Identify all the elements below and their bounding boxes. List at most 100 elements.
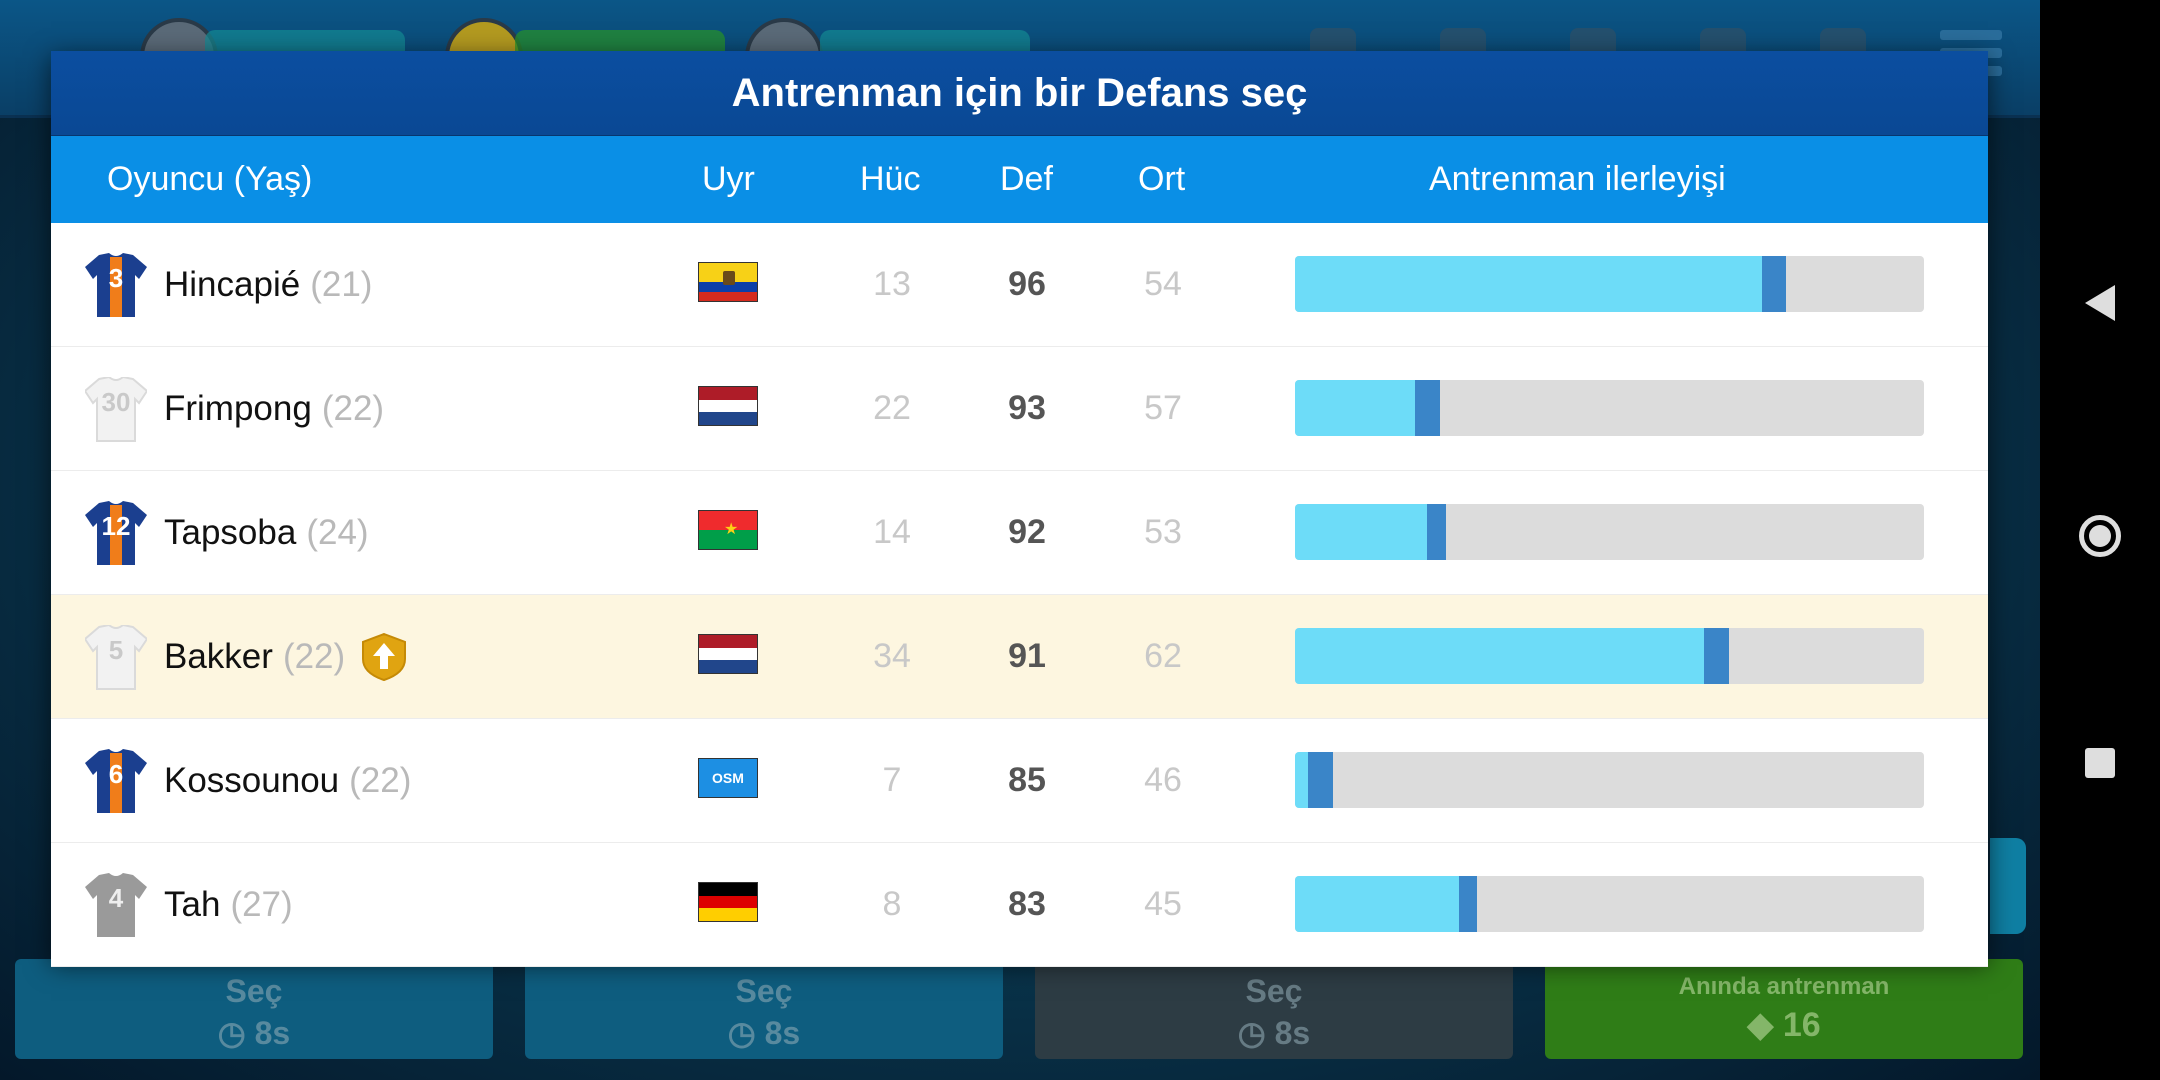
player-name-age: Kossounou (22) bbox=[164, 719, 411, 842]
jersey-number: 6 bbox=[108, 759, 124, 789]
player-name-age: Frimpong (22) bbox=[164, 347, 384, 470]
jersey-number: 4 bbox=[108, 883, 124, 913]
instant-training-button[interactable]: Anında antrenman ◆ 16 bbox=[1545, 959, 2023, 1059]
training-slots: Seç ◷ 8s Seç ◷ 8s Seç ◷ 8s Anında antren… bbox=[0, 955, 2040, 1080]
column-header-nationality: Uyr bbox=[702, 160, 755, 198]
player-name: Bakker bbox=[164, 637, 273, 676]
defense-value: 93 bbox=[1008, 389, 1046, 427]
jersey-number: 3 bbox=[108, 263, 124, 293]
column-header-attack: Hüc bbox=[860, 160, 921, 198]
overall-value: 46 bbox=[1144, 761, 1182, 799]
slot-label: Seç bbox=[735, 973, 793, 1009]
jersey-number: 12 bbox=[101, 511, 131, 541]
defense-value: 91 bbox=[1008, 637, 1046, 675]
training-progress-bar bbox=[1295, 504, 1924, 560]
nationality-flag-icon bbox=[698, 634, 758, 674]
slot-cost: ◷ 8s bbox=[1237, 1015, 1311, 1051]
slot-cost: ◷ 8s bbox=[217, 1015, 291, 1051]
player-name: Tapsoba bbox=[164, 513, 297, 552]
attack-value: 34 bbox=[873, 637, 911, 675]
player-age: (22) bbox=[282, 637, 346, 676]
attack-value: 7 bbox=[882, 761, 902, 799]
training-progress-bar bbox=[1295, 752, 1924, 808]
training-progress-bar bbox=[1295, 628, 1924, 684]
defense-value: 83 bbox=[1008, 885, 1046, 923]
player-age: (21) bbox=[310, 265, 373, 304]
player-name: Hincapié bbox=[164, 265, 301, 304]
training-slot[interactable]: Seç ◷ 8s bbox=[15, 959, 493, 1059]
attack-value: 13 bbox=[873, 265, 911, 303]
recents-icon[interactable] bbox=[2040, 748, 2160, 783]
player-age: (27) bbox=[230, 885, 293, 924]
overall-value: 62 bbox=[1144, 637, 1182, 675]
training-progress-bar bbox=[1295, 380, 1924, 436]
progress-fill bbox=[1295, 256, 1762, 312]
defense-value: 96 bbox=[1008, 265, 1046, 303]
select-defender-dialog: Antrenman için bir Defans seç Oyuncu (Ya… bbox=[51, 51, 1988, 967]
player-name-age: Tah (27) bbox=[164, 843, 293, 966]
player-row[interactable]: 3 Hincapié (21) 13 96 54 bbox=[51, 223, 1988, 347]
jersey-number: 30 bbox=[101, 387, 131, 417]
defense-value: 85 bbox=[1008, 761, 1046, 799]
training-progress-bar bbox=[1295, 876, 1924, 932]
progress-marker bbox=[1703, 628, 1729, 684]
overall-value: 53 bbox=[1144, 513, 1182, 551]
training-progress-bar bbox=[1295, 256, 1924, 312]
home-icon[interactable] bbox=[2040, 515, 2160, 562]
arrow-up-badge-icon bbox=[361, 632, 407, 682]
training-slot[interactable]: Seç ◷ 8s bbox=[525, 959, 1003, 1059]
jersey-icon: 5 bbox=[85, 625, 147, 691]
player-row[interactable]: 12 Tapsoba (24) ★ 14 92 53 bbox=[51, 471, 1988, 595]
training-slot[interactable]: Seç ◷ 8s bbox=[1035, 959, 1513, 1059]
side-card bbox=[1990, 838, 2026, 934]
player-age: (24) bbox=[306, 513, 369, 552]
player-row[interactable]: 6 Kossounou (22) OSM 7 85 46 bbox=[51, 719, 1988, 843]
jersey-icon: 4 bbox=[85, 873, 147, 939]
column-header-progress: Antrenman ilerleyişi bbox=[1429, 160, 1726, 198]
player-row[interactable]: 30 Frimpong (22) 22 93 57 bbox=[51, 347, 1988, 471]
jersey-icon: 6 bbox=[85, 749, 147, 815]
player-name: Kossounou bbox=[164, 761, 340, 800]
defense-value: 92 bbox=[1008, 513, 1046, 551]
nationality-flag-icon: OSM bbox=[698, 758, 758, 798]
progress-marker bbox=[1761, 256, 1786, 312]
slot-label: Anında antrenman bbox=[1678, 973, 1890, 1000]
nationality-flag-icon: ★ bbox=[698, 510, 758, 550]
slot-label: Seç bbox=[225, 973, 283, 1009]
android-nav-bar bbox=[2040, 0, 2160, 1080]
progress-fill bbox=[1295, 504, 1428, 560]
dialog-title: Antrenman için bir Defans seç bbox=[51, 51, 1988, 136]
slot-cost: ◷ 8s bbox=[727, 1015, 801, 1051]
player-name-age: Tapsoba (24) bbox=[164, 471, 369, 594]
overall-value: 54 bbox=[1144, 265, 1182, 303]
jersey-number: 5 bbox=[108, 635, 124, 665]
back-icon[interactable] bbox=[2040, 285, 2160, 326]
jersey-icon: 12 bbox=[85, 501, 147, 567]
player-age: (22) bbox=[349, 761, 412, 800]
player-name: Tah bbox=[164, 885, 221, 924]
attack-value: 22 bbox=[873, 389, 911, 427]
column-header-overall: Ort bbox=[1138, 160, 1186, 198]
progress-fill bbox=[1295, 380, 1415, 436]
player-name: Frimpong bbox=[164, 389, 312, 428]
player-list: 3 Hincapié (21) 13 96 54 30 Frimpong (22) … bbox=[51, 223, 1988, 967]
attack-value: 14 bbox=[873, 513, 911, 551]
jersey-icon: 3 bbox=[85, 253, 147, 319]
slot-cost: ◆ 16 bbox=[1747, 1006, 1821, 1044]
nationality-flag-icon bbox=[698, 882, 758, 922]
slot-label: Seç bbox=[1245, 973, 1303, 1009]
osm-flag-icon: OSM bbox=[699, 759, 757, 797]
overall-value: 45 bbox=[1144, 885, 1182, 923]
jersey-icon: 30 bbox=[85, 377, 147, 443]
player-row[interactable]: 4 Tah (27) 8 83 45 bbox=[51, 843, 1988, 967]
player-name-age: Bakker (22) bbox=[164, 595, 345, 718]
progress-fill bbox=[1295, 876, 1459, 932]
table-header: Oyuncu (Yaş) Uyr Hüc Def Ort Antrenman i… bbox=[51, 136, 1988, 223]
column-header-defense: Def bbox=[1000, 160, 1053, 198]
attack-value: 8 bbox=[882, 885, 902, 923]
player-row[interactable]: 5 Bakker (22) 34 91 62 bbox=[51, 595, 1988, 719]
overall-value: 57 bbox=[1144, 389, 1182, 427]
nationality-flag-icon bbox=[698, 262, 758, 302]
nationality-flag-icon bbox=[698, 386, 758, 426]
player-age: (22) bbox=[321, 389, 385, 428]
